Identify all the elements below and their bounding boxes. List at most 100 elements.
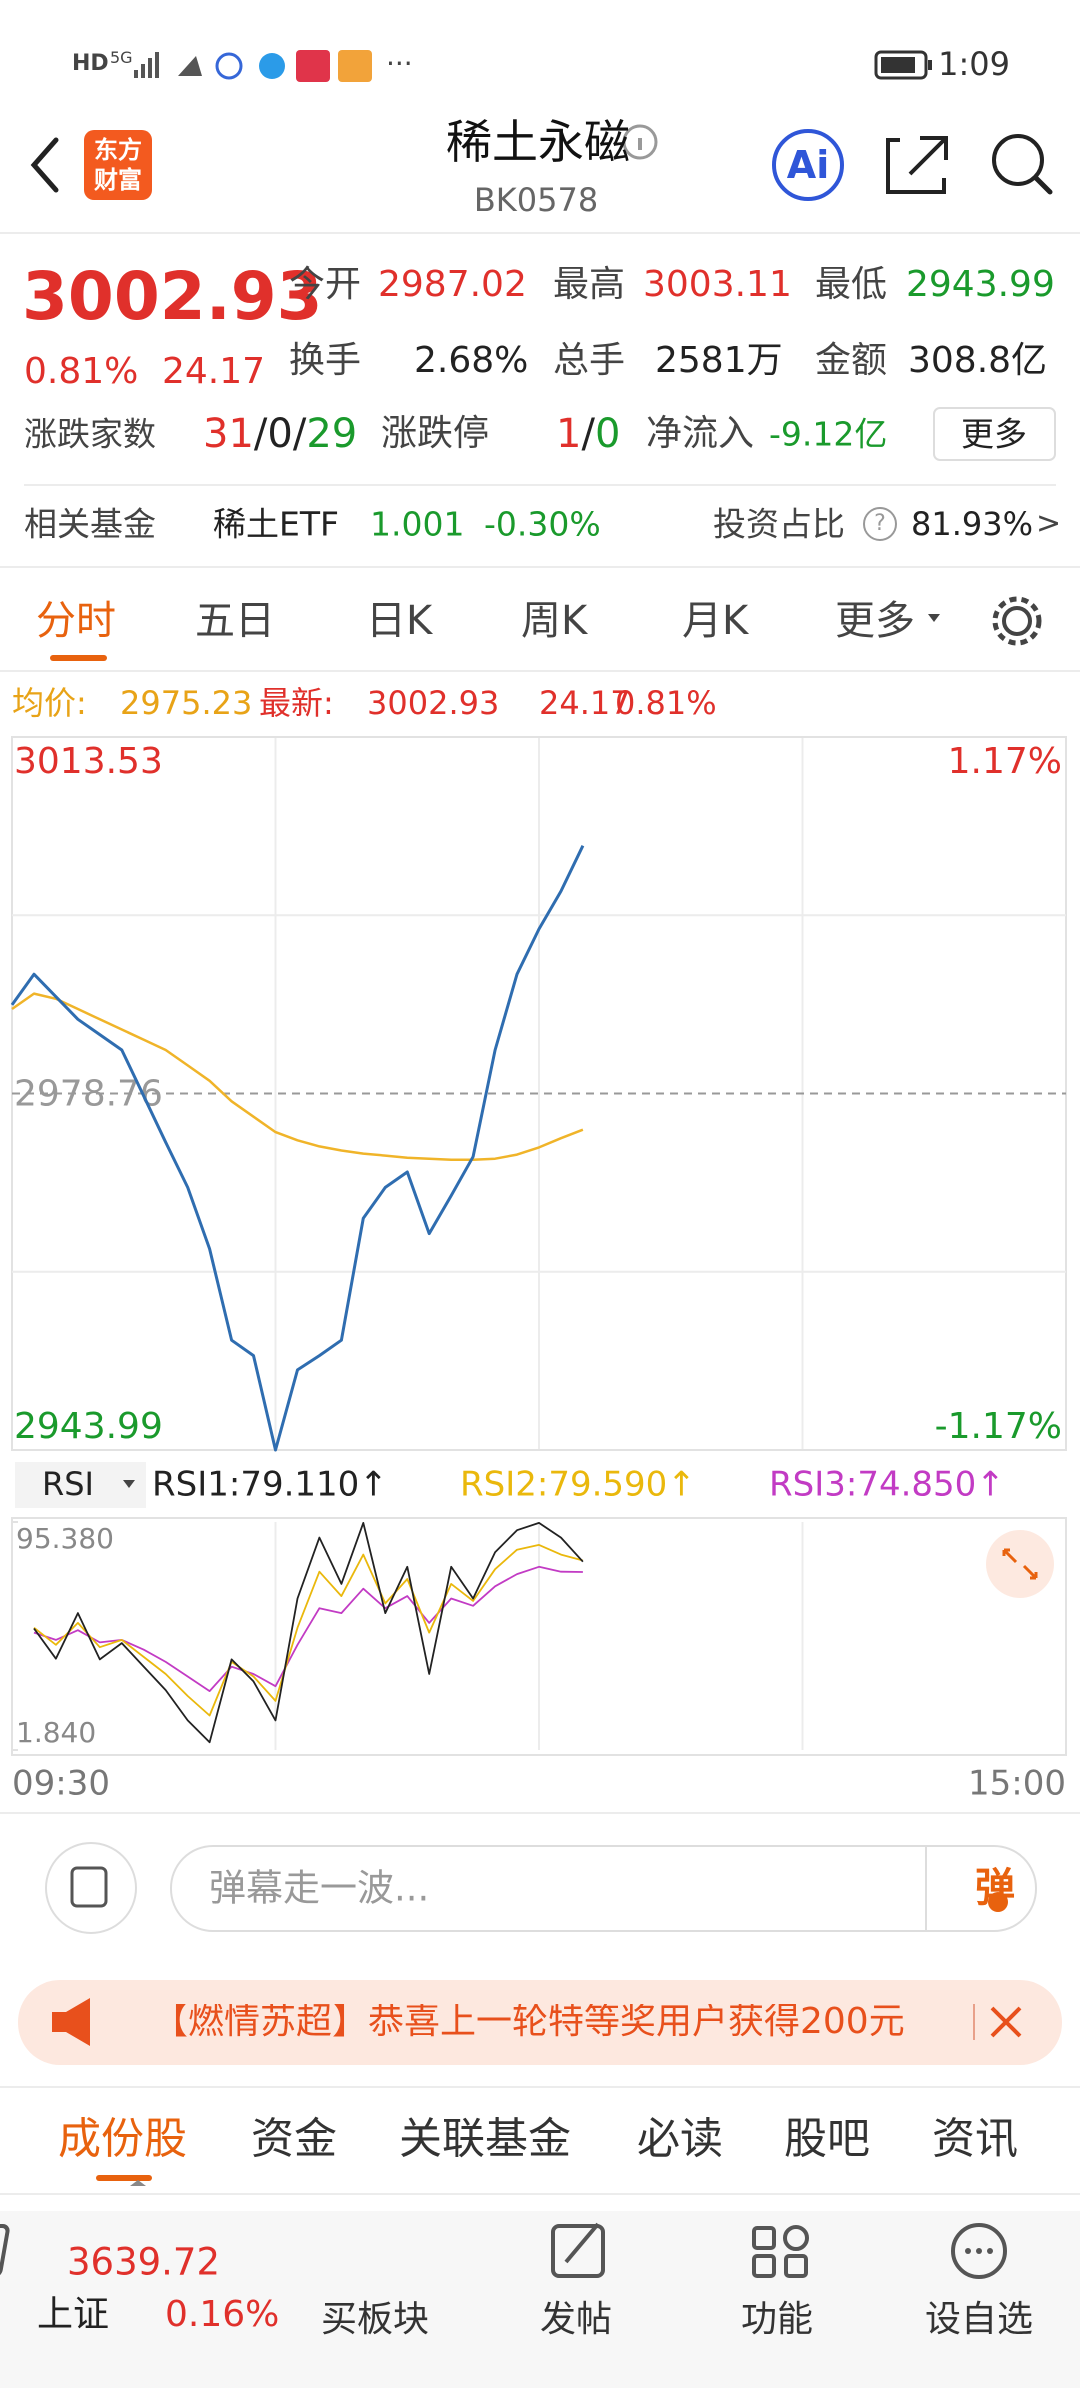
nav-item[interactable]: 功能 (740, 2299, 814, 2340)
breadth-label: 涨跌家数 (24, 414, 156, 454)
sub-tab[interactable]: 股吧 (784, 2114, 870, 2165)
app-icon (215, 52, 243, 80)
limit-label: 涨跌停 (381, 413, 490, 454)
limit: 1/0 (556, 414, 620, 454)
ai-label[interactable]: Ai (786, 143, 830, 187)
divider (0, 1812, 1080, 1814)
stat-label: 换手 (289, 340, 362, 381)
info-icon[interactable] (622, 124, 658, 160)
comment-settings[interactable] (45, 1842, 137, 1934)
settings-gear (992, 596, 1042, 646)
watchlist-dots (965, 2248, 993, 2254)
divider (0, 2086, 1080, 2088)
tab[interactable]: 更多 (835, 598, 915, 644)
divider (0, 2193, 1080, 2195)
x-tick-label: 15:00 (968, 1764, 1066, 1804)
logo-text: 东方 (94, 136, 142, 164)
sub-tab-underline (96, 2175, 152, 2181)
divider (24, 484, 1056, 486)
bottom-nav (0, 2211, 1080, 2388)
avg-price: 2975.23 (120, 684, 253, 722)
status-network: 5G (110, 48, 133, 67)
stat-value: 3003.11 (643, 264, 792, 305)
search-button[interactable] (992, 134, 1044, 186)
more-label[interactable]: 更多 (961, 414, 1027, 454)
y2-tick-label: 1.17% (948, 741, 1062, 782)
y-tick-label: 2978.76 (14, 1074, 163, 1115)
stat-label: 总手 (553, 340, 626, 381)
index-name[interactable]: 上证 (37, 2294, 110, 2335)
rsi-line (33, 1565, 583, 1692)
indicator-selector-label: RSI (42, 1465, 94, 1503)
expand-icon (1002, 1548, 1038, 1580)
sub-tab[interactable]: 资讯 (932, 2114, 1018, 2165)
tab[interactable]: 五日 (195, 598, 275, 644)
stat-value: 2943.99 (906, 264, 1055, 305)
settings-button[interactable] (1002, 606, 1032, 636)
price-line (10, 845, 585, 1452)
watchlist-icon[interactable] (951, 2223, 1007, 2279)
last-label: 最新: (259, 684, 334, 722)
buy-sector-icon[interactable] (0, 2224, 10, 2278)
function-icon[interactable] (752, 2225, 809, 2278)
nav-item[interactable]: 设自选 (924, 2299, 1034, 2340)
comment-placeholder[interactable]: 弹幕走一波... (209, 1866, 430, 1910)
nav-item[interactable]: 买板块 (320, 2299, 430, 2340)
banner[interactable] (18, 1980, 1062, 2065)
sub-tab-active[interactable]: 成份股 (58, 2114, 187, 2165)
nav-item[interactable]: 发帖 (539, 2299, 613, 2340)
separator: / (292, 411, 307, 457)
tab[interactable]: 周K (521, 598, 588, 644)
expand-button[interactable] (986, 1530, 1054, 1598)
app-icon (338, 50, 372, 82)
legend-entry: RSI2:79.590↑ (460, 1465, 696, 1505)
sub-tab[interactable]: 资金 (251, 2114, 337, 2165)
stat-label: 最低 (815, 264, 888, 305)
banner-text[interactable]: 【燃情苏超】恭喜上一轮特等奖用户获得200元 (152, 2004, 905, 2040)
sub-tab[interactable]: 关联基金 (399, 2114, 571, 2165)
indicator-selector[interactable] (15, 1462, 146, 1508)
more-button[interactable] (933, 407, 1056, 461)
share-button[interactable] (886, 136, 948, 194)
status-time: 1:09 (938, 45, 1010, 83)
y-tick-label: 3013.53 (14, 741, 163, 782)
page-title: 稀土永磁 (446, 115, 630, 169)
index-toggle[interactable] (130, 2180, 146, 2186)
breadth: 31/0/29 (203, 414, 357, 454)
tab[interactable]: 月K (682, 598, 749, 644)
fund-name[interactable]: 稀土ETF (213, 504, 339, 544)
x-tick-label: 09:30 (12, 1764, 110, 1804)
breadth-flat: 0 (267, 411, 293, 457)
comment-send[interactable]: 弹 (975, 1865, 1015, 1911)
sub-tab[interactable]: 必读 (637, 2114, 723, 2165)
help-mark: ? (874, 511, 886, 536)
comment-input[interactable] (170, 1845, 1037, 1932)
stat-label: 金额 (815, 340, 888, 381)
status-hd: HD (72, 51, 109, 76)
index-value[interactable]: 3639.72 (67, 2240, 221, 2284)
stat-value: 308.8亿 (908, 340, 1048, 381)
ai-button[interactable] (772, 129, 844, 201)
post-icon[interactable] (551, 2224, 605, 2278)
limit-down: 0 (594, 411, 621, 457)
back-button[interactable] (30, 137, 59, 193)
logo-text: 财富 (94, 166, 142, 194)
breadth-down: 29 (306, 411, 358, 457)
help-icon[interactable] (863, 507, 897, 541)
divider (0, 670, 1080, 672)
tab[interactable]: 日K (366, 598, 433, 644)
avg-label: 均价: (12, 684, 87, 722)
index-change[interactable]: 0.16% (165, 2294, 280, 2335)
rsi-line (33, 1522, 584, 1744)
search-handle (1033, 175, 1053, 195)
divider (0, 232, 1080, 234)
selector-arrow (123, 1480, 135, 1488)
ratio-arrow[interactable]: > (1036, 506, 1062, 541)
banner-close[interactable] (990, 2006, 1022, 2038)
battery-level (881, 57, 915, 73)
tab-active[interactable]: 分时 (36, 598, 116, 644)
legend-entry: RSI3:74.850↑ (769, 1465, 1005, 1505)
battery (874, 50, 928, 80)
rsi-chart-frame (11, 1517, 1067, 1756)
